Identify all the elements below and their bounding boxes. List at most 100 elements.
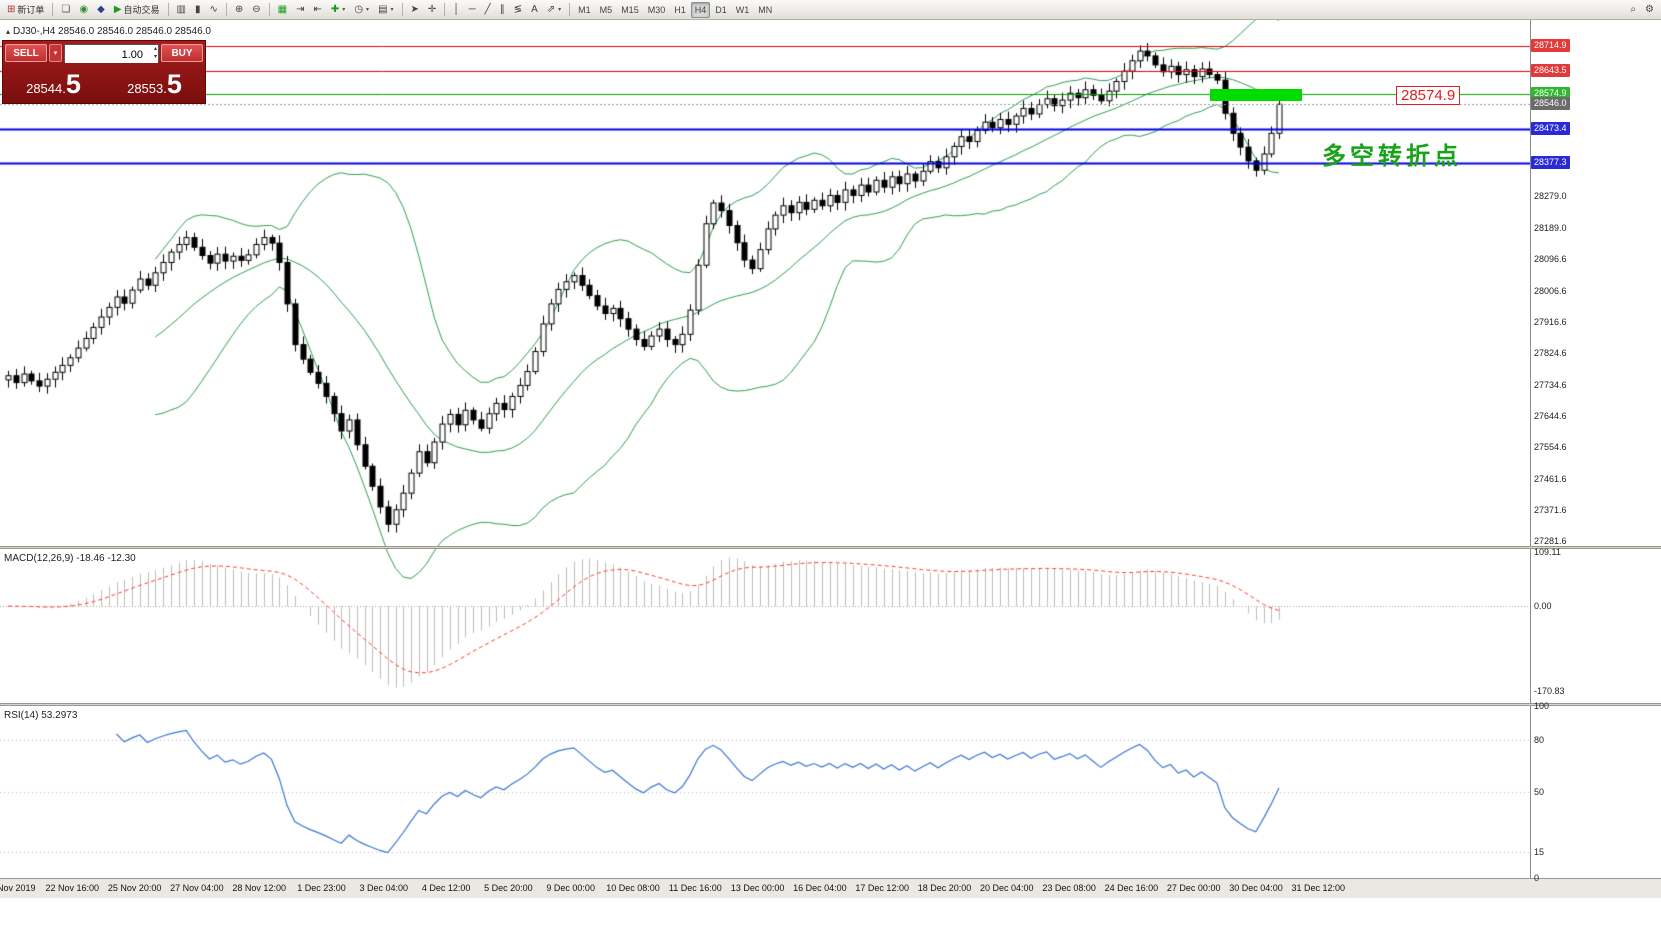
time-axis-label: 27 Dec 00:00 [1166,883,1221,893]
settings-icon[interactable]: ⚙ [1641,2,1658,18]
pane-separator-rsi[interactable] [0,703,1661,706]
toolbar-separator [52,3,54,16]
buy-price-big-digit: 5 [166,69,182,99]
time-axis-label: 13 Dec 00:00 [730,883,785,893]
timeframe-h1-button[interactable]: H1 [670,2,690,18]
sell-button[interactable]: SELL [5,44,47,62]
chart-shift-icon[interactable]: ⇤ [310,2,326,18]
templates-icon[interactable]: ▤ ▾ [374,2,397,18]
bar-chart-icon[interactable]: ▥ [173,2,190,18]
toolbar-right-group: ⌕ ⚙ [1626,2,1658,18]
turning-point-note[interactable]: 多空转折点 [1322,143,1462,170]
timeframe-m5-button[interactable]: M5 [596,2,617,18]
pane-separator-macd[interactable] [0,546,1661,549]
zoom-in-icon: ⊕ [234,3,244,15]
price-scale-label: 28006.6 [1534,285,1567,296]
toolbar-separator [167,3,169,16]
one-click-toggle-icon[interactable]: ▴ [6,27,11,36]
sell-price: 28544. 5 [3,63,104,103]
arrows-icon: ⇗ [546,3,556,15]
price-scale-label: 28279.0 [1534,191,1567,202]
channel-icon[interactable]: ∥ [496,2,509,18]
rsi-scale-label: 100 [1534,701,1550,711]
highlight-rectangle[interactable] [1210,89,1302,101]
chart-windows-icon[interactable]: ❏ [57,2,74,18]
text-label-icon[interactable]: A [527,2,542,18]
candlestick-chart-icon[interactable]: ▮ [191,2,205,18]
trendline-icon: ╱ [484,3,491,15]
search-icon[interactable]: ⌕ [1626,2,1640,18]
candlestick-chart-icon: ▮ [194,3,201,15]
sell-price-small-digits: 28544. [26,80,66,96]
new-order-button[interactable]: ⊞ 新订单 [3,2,48,18]
horizontal-line-icon[interactable]: ─ [465,2,480,18]
tile-windows-icon[interactable]: ▦ [274,2,291,18]
search-icon: ⌕ [1630,3,1637,15]
auto-scroll-icon[interactable]: ⇥ [292,2,308,18]
autotrading-icon: ▶ [113,3,122,15]
time-axis-label: 9 Dec 00:00 [546,883,595,893]
volume-increase-button[interactable]: ▴ [153,46,157,52]
periods-icon[interactable]: ◷ ▾ [350,2,373,18]
chevron-down-icon: ▾ [558,7,562,13]
horizontal-line-icon: ─ [468,3,476,15]
timeframe-m30-button[interactable]: M30 [644,2,670,18]
arrows-icon[interactable]: ⇗ ▾ [543,2,565,18]
one-click-options-dropdown[interactable]: ▾ [49,44,62,62]
time-axis[interactable]: 21 Nov 2019 22 Nov 16:00 25 Nov 20:00 27 No… [0,878,1661,898]
price-scale-label: 27554.6 [1534,441,1567,452]
price-scale-label: 27916.6 [1534,316,1567,327]
chevron-down-icon: ▾ [366,7,370,13]
macd-scale-label: -170.83 [1534,685,1565,696]
autotrading-button[interactable]: ▶ 自动交易 [110,2,164,18]
text-label-icon: A [531,3,538,15]
time-axis-label: 31 Dec 12:00 [1291,883,1346,893]
vertical-line-icon: │ [453,3,460,15]
buy-button[interactable]: BUY [161,44,203,62]
rsi-scale-label: 0 [1534,873,1540,883]
one-click-trading-panel: SELL ▾ ▴ ▾ BUY 28544.5 28553.5 [2,40,206,104]
volume-input[interactable] [65,47,158,63]
toolbar-main-group: ⊞ 新订单 ❏ ◉ ◆ ▶ 自动交易 ▥ ▮ ∿ ⊕ ⊖ ▦ ⇥ ⇤ ✚ ▾ ◷ ▾ ▤ ▾ ➤ ✛ │ ─ ╱ ∥ ≶ A ⇗ ▾ M1 M5… [3,1,776,18]
settings-icon: ⚙ [1645,3,1654,15]
trendline-icon[interactable]: ╱ [481,2,495,18]
timeframe-m15-button[interactable]: M15 [617,2,643,18]
price-scale-label: 27644.6 [1534,410,1567,421]
tile-windows-icon: ▦ [277,3,288,15]
price-callout-label[interactable]: 28574.9 [1396,86,1461,105]
line-chart-icon: ∿ [209,3,218,15]
channel-icon: ∥ [499,3,505,15]
crosshair-icon: ✛ [427,3,437,15]
timeframe-m1-button[interactable]: M1 [574,2,595,18]
buy-price-small-digits: 28553. [127,80,167,96]
zoom-in-icon[interactable]: ⊕ [231,2,247,18]
price-scale-label: 28096.6 [1534,254,1567,265]
data-window-icon[interactable]: ◆ [93,2,109,18]
timeframe-w1-button[interactable]: W1 [732,2,754,18]
data-window-icon: ◆ [97,3,105,15]
cursor-icon[interactable]: ➤ [407,2,423,18]
indicators-icon[interactable]: ✚ ▾ [327,2,349,18]
macd-indicator-label: MACD(12,26,9) -18.46 -12.30 [4,553,136,564]
periods-icon: ◷ [354,3,364,15]
market-watch-icon[interactable]: ◉ [75,2,92,18]
macd-scale-label: 0.00 [1534,601,1552,612]
timeframe-d1-button[interactable]: D1 [711,2,731,18]
timeframe-h4-button[interactable]: H4 [690,1,711,18]
time-axis-label: 22 Nov 16:00 [45,883,100,893]
vertical-line-icon[interactable]: │ [449,2,463,18]
chart-window: ▴ DJ30-,H4 28546.0 28546.0 28546.0 28546.… [0,20,1661,945]
crosshair-icon[interactable]: ✛ [424,2,440,18]
zoom-out-icon[interactable]: ⊖ [248,2,264,18]
line-chart-icon[interactable]: ∿ [206,2,222,18]
price-level-label: 28643.5 [1531,63,1570,77]
timeframe-mn-button[interactable]: MN [754,2,776,18]
price-chart-canvas[interactable] [0,20,1661,945]
price-scale-label: 27371.6 [1534,504,1567,515]
fibonacci-icon[interactable]: ≶ [510,2,526,18]
chart-ohlc-values: 28546.0 28546.0 28546.0 28546.0 [58,26,211,37]
time-axis-label: 4 Dec 12:00 [421,883,471,893]
volume-decrease-button[interactable]: ▾ [153,54,157,60]
time-axis-label: 21 Nov 2019 [0,883,36,893]
